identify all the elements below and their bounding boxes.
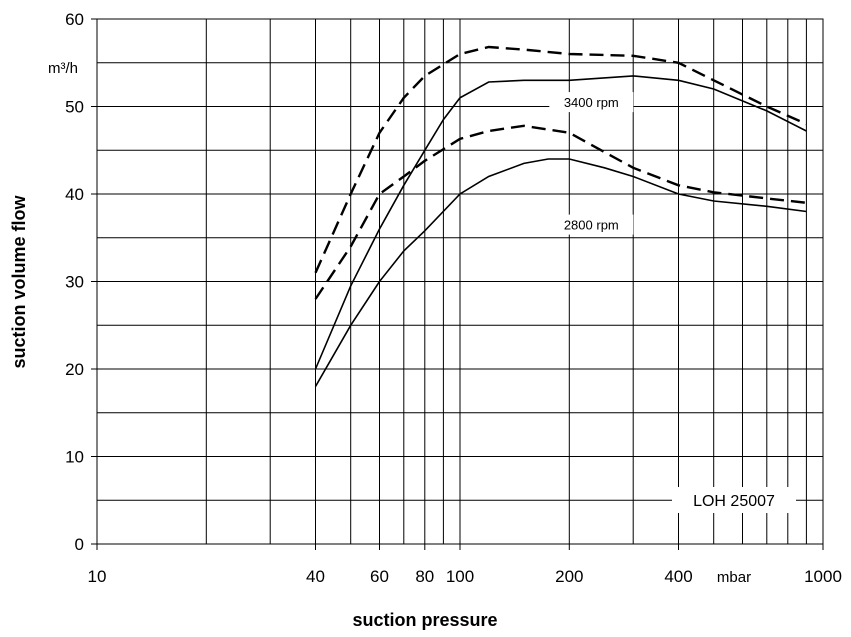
x-tick-label: 100 xyxy=(446,567,474,586)
y-tick-label: 10 xyxy=(65,448,84,467)
x-tick-label: 80 xyxy=(415,567,434,586)
x-tick-label: 40 xyxy=(306,567,325,586)
annotation-background xyxy=(549,214,634,235)
y-tick-label: 40 xyxy=(65,185,84,204)
y-tick-label: 0 xyxy=(75,535,84,554)
plot-frame xyxy=(96,18,824,545)
y-tick-label: 60 xyxy=(65,10,84,29)
y-unit-label: m³/h xyxy=(48,60,78,77)
x-tick-label: 400 xyxy=(664,567,692,586)
y-tick-label: 20 xyxy=(65,360,84,379)
model-label: LOH 25007 xyxy=(693,493,775,510)
y-axis-title: suction volume flow xyxy=(9,194,29,368)
x-axis-title: suction pressure xyxy=(352,610,497,630)
x-tick-label: 200 xyxy=(555,567,583,586)
rpm-annotation: 2800 rpm xyxy=(564,218,619,233)
model-label-background xyxy=(672,487,796,513)
series-line-4-solid xyxy=(314,158,807,387)
y-tick-label: 30 xyxy=(65,273,84,292)
x-tick-label: 10 xyxy=(88,567,107,586)
x-unit-label: mbar xyxy=(717,569,751,586)
annotation-background xyxy=(549,92,634,113)
series-line-1-dashed xyxy=(314,45,807,274)
y-tick-label: 50 xyxy=(65,98,84,117)
series-line-2-solid xyxy=(314,75,807,370)
series-line-3-dashed xyxy=(314,124,807,300)
x-tick-label: 1000 xyxy=(804,567,842,586)
series-lines xyxy=(314,45,807,387)
x-tick-label: 60 xyxy=(370,567,389,586)
rpm-annotation: 3400 rpm xyxy=(564,95,619,110)
